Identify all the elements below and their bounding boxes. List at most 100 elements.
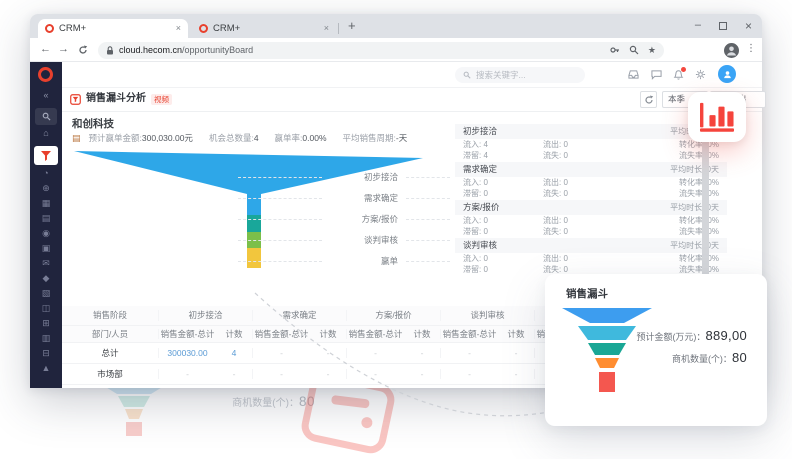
- approval-icon[interactable]: ▤: [41, 213, 51, 223]
- stage-avg-duration: 平均时长: 0天: [670, 202, 719, 212]
- sidebar-item-funnel-active[interactable]: [34, 146, 58, 165]
- bell-icon[interactable]: [673, 69, 684, 80]
- hecom-logo: [38, 67, 53, 82]
- amount-cell: -: [252, 368, 310, 380]
- count-cell: -: [326, 347, 330, 358]
- archive-icon[interactable]: ⊟: [42, 348, 50, 358]
- notification-badge: [681, 67, 686, 72]
- app-top-bar: 搜索关键字...: [62, 62, 762, 88]
- user-avatar[interactable]: [718, 65, 736, 83]
- metric-lost: 流失: 0: [543, 227, 568, 237]
- profile-avatar-icon[interactable]: [724, 43, 739, 58]
- minimize-button[interactable]: –: [694, 19, 701, 32]
- sidebar-search-icon[interactable]: [42, 112, 51, 121]
- omnibox[interactable]: cloud.hecom.cn/opportunityBoard ★: [98, 42, 664, 59]
- apps-icon[interactable]: ▣: [41, 243, 51, 253]
- metric-outflow: 流出: 0: [543, 215, 568, 225]
- funnel-stage-label: 谈判审核: [363, 235, 398, 245]
- padlock-icon: [107, 46, 113, 55]
- stage-metrics-row: 滞留: 0 流失: 0 流失率: 0%: [455, 189, 727, 201]
- group-header: 初步接洽: [158, 310, 252, 321]
- metric-conversion: 转化率: 0%: [678, 139, 719, 149]
- grid-icon[interactable]: ⊞: [42, 318, 50, 328]
- stage-metrics-row: 流入: 0 流出: 0 转化率: 0%: [455, 177, 727, 189]
- url-text: cloud.hecom.cn/opportunityBoard: [119, 45, 254, 56]
- metric-outflow: 流出: 0: [543, 177, 568, 187]
- reload-icon[interactable]: [78, 45, 88, 55]
- metric-stay: 滞留: 0: [463, 227, 488, 237]
- collapse-sidebar-icon[interactable]: «: [43, 90, 49, 100]
- amount-header: 销售金额-总计: [346, 328, 404, 340]
- funnel-stage-label: 方案/报价: [361, 214, 398, 224]
- kpi-stat: 机会总数量: 4: [209, 133, 259, 143]
- tab-close-icon[interactable]: ×: [175, 23, 181, 34]
- bar-chart-icon: [700, 102, 734, 132]
- count-cell: -: [326, 368, 330, 379]
- connector-dash-left: [238, 219, 322, 220]
- scrollbar-thumb[interactable]: [702, 132, 709, 332]
- home-icon[interactable]: ⌂: [43, 128, 49, 138]
- report-icon[interactable]: ▧: [41, 288, 51, 298]
- connector-dash-right: [406, 198, 450, 199]
- maximize-button[interactable]: [718, 22, 727, 30]
- chat-icon[interactable]: [651, 69, 662, 80]
- ghost-count-line: 商机数量(个)：80: [232, 394, 315, 410]
- mail-icon[interactable]: ✉: [42, 258, 50, 268]
- stage-card-header: 初步接洽平均时长: 0天: [455, 124, 727, 139]
- amount-cell[interactable]: 300030.00: [158, 347, 216, 359]
- stage-name: 方案/报价: [463, 202, 500, 213]
- forward-icon[interactable]: →: [58, 43, 69, 55]
- funnel-stage-label: 初步接洽: [363, 172, 398, 182]
- sidebar-search-box[interactable]: [35, 108, 57, 125]
- count-header: 计数: [413, 328, 431, 339]
- browser-tab-inactive[interactable]: CRM+ ×: [192, 19, 336, 38]
- key-icon[interactable]: [610, 45, 620, 55]
- connector-dash-right: [406, 240, 450, 241]
- metric-outflow: 流出: 0: [543, 139, 568, 149]
- zoom-icon[interactable]: [629, 45, 639, 55]
- browser-tab-active[interactable]: CRM+ ×: [38, 19, 188, 38]
- video-badge[interactable]: 视频: [151, 93, 172, 105]
- tab-close-icon[interactable]: ×: [323, 23, 329, 34]
- create-icon[interactable]: ⊕: [42, 183, 50, 193]
- bookmark-star-icon[interactable]: ★: [647, 45, 656, 56]
- count-header: 计数: [319, 328, 337, 339]
- refresh-icon: [644, 95, 653, 104]
- schedule-icon[interactable]: ◔: [43, 168, 49, 178]
- orders-icon[interactable]: ▥: [41, 333, 51, 343]
- calendar-icon[interactable]: ▦: [41, 198, 51, 208]
- dashboard-icon[interactable]: ◫: [41, 303, 51, 313]
- target-icon[interactable]: ◉: [42, 228, 50, 238]
- page-title-icon: [70, 93, 81, 105]
- product-icon[interactable]: ◆: [42, 273, 50, 283]
- new-tab-button[interactable]: +: [348, 18, 356, 33]
- browser-menu-icon[interactable]: ⋮: [746, 43, 756, 54]
- back-icon[interactable]: ←: [40, 43, 51, 55]
- count-cell[interactable]: 4: [231, 347, 237, 358]
- global-search-input[interactable]: 搜索关键字...: [455, 67, 585, 83]
- kpi-stat: 赢单率: 0.00%: [275, 133, 327, 143]
- kpi-value: 0.00%: [302, 133, 327, 144]
- stamp-bar: [330, 394, 370, 409]
- stage-card-header: 需求确定 平均时长: 0天: [455, 162, 727, 177]
- favicon-hecom: [199, 24, 208, 33]
- count-cell: -: [514, 347, 518, 358]
- kpi-stat: 预计赢单金额: 300,030.00元: [89, 133, 193, 143]
- row-name[interactable]: 市场部: [97, 368, 123, 379]
- inbox-tray-icon[interactable]: [628, 69, 639, 80]
- metric-lost-rate: 流失率: 0%: [678, 227, 719, 237]
- upload-icon[interactable]: ▲: [41, 363, 51, 373]
- search-icon: [463, 71, 471, 79]
- stage-metrics-row: 流入: 0 流出: 0 转化率: 0%: [455, 253, 727, 265]
- funnel-stage-label: 需求确定: [363, 193, 398, 203]
- gear-icon[interactable]: [695, 69, 706, 80]
- tab-title: CRM+: [213, 22, 241, 34]
- count-header: 计数: [507, 328, 525, 339]
- refresh-button[interactable]: [640, 91, 657, 108]
- funnel-stage-label: 赢单: [380, 256, 398, 266]
- stage-metrics-row: 滞留: 4 流失: 0 流失率: 0%: [455, 151, 727, 163]
- close-button[interactable]: ×: [744, 18, 752, 33]
